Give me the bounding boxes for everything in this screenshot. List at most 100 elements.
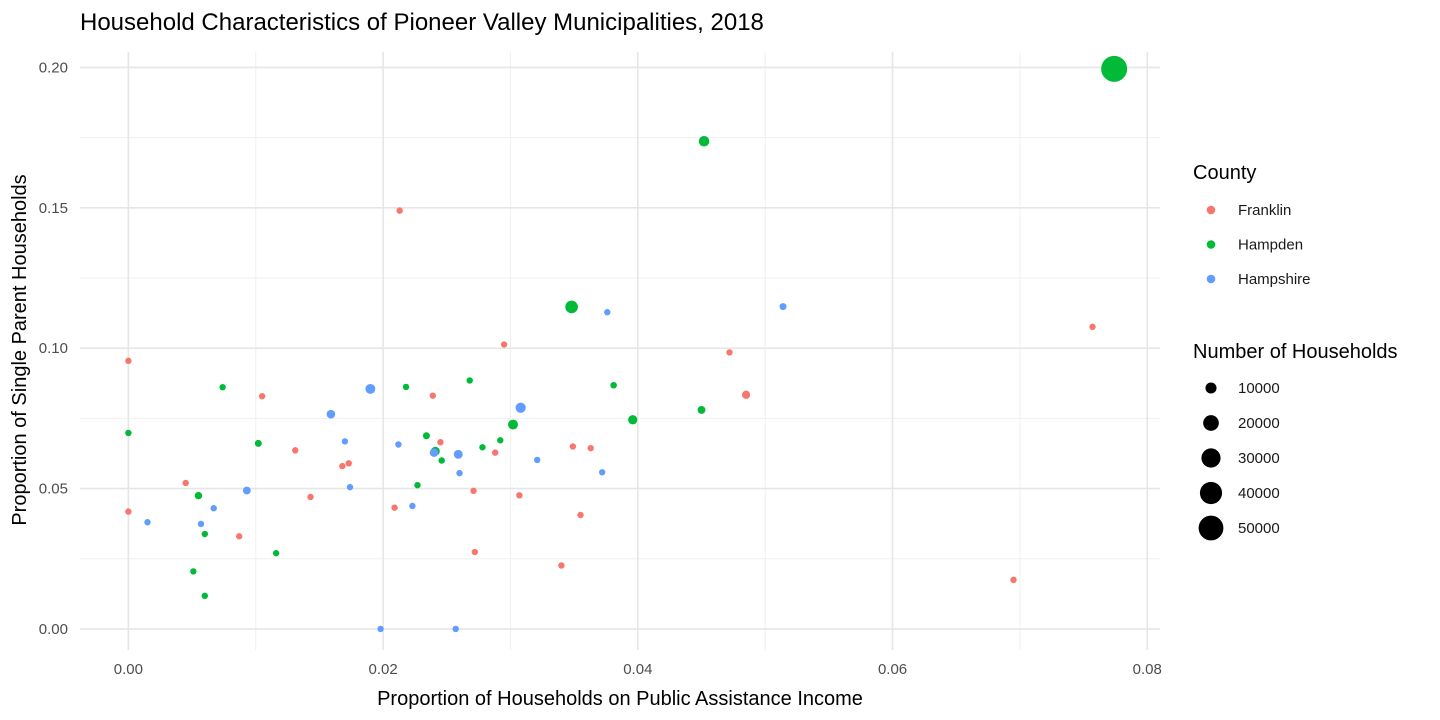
size-legend-label: 30000 — [1238, 450, 1280, 467]
point-hampshire — [341, 438, 349, 445]
point-franklin — [437, 439, 444, 446]
point-hampden — [698, 136, 710, 147]
point-hampden — [508, 419, 518, 430]
legend-key-hampshire — [1206, 274, 1216, 284]
point-hampshire — [210, 505, 217, 512]
point-franklin — [182, 479, 189, 487]
point-franklin — [471, 548, 479, 556]
x-tick-label: 0.04 — [623, 661, 652, 678]
size-legend-label: 10000 — [1238, 380, 1280, 397]
point-hampden — [219, 384, 226, 391]
point-franklin — [258, 393, 266, 400]
point-hampshire — [598, 469, 606, 476]
point-franklin — [577, 511, 584, 519]
point-hampshire — [409, 502, 416, 510]
point-franklin — [429, 392, 436, 399]
point-hampden — [254, 439, 262, 447]
y-tick-label: 0.00 — [39, 621, 68, 638]
point-hampshire — [515, 402, 526, 413]
y-tick-label: 0.15 — [39, 200, 68, 217]
point-hampshire — [144, 519, 151, 526]
y-tick-label: 0.05 — [39, 481, 68, 498]
point-franklin — [1010, 576, 1017, 584]
point-hampden — [610, 381, 617, 389]
legend-key-franklin — [1206, 205, 1216, 215]
size-legend-key — [1198, 515, 1224, 541]
color-legend-title: County — [1193, 162, 1256, 184]
size-legend-key — [1201, 448, 1221, 468]
point-hampden — [479, 444, 486, 451]
point-hampden — [125, 429, 132, 437]
size-legend-title: Number of Households — [1193, 341, 1398, 363]
legend-key-hampden — [1206, 240, 1216, 249]
x-tick-label: 0.00 — [114, 661, 143, 678]
point-hampden — [697, 406, 706, 414]
size-legend-key — [1203, 415, 1219, 431]
point-hampshire — [779, 303, 787, 311]
point-franklin — [307, 493, 314, 501]
point-hampshire — [346, 483, 354, 491]
size-legend: Number of Households 10000 20000 30000 4000… — [1193, 341, 1398, 541]
legend-label-franklin: Franklin — [1238, 202, 1291, 219]
point-hampshire — [452, 625, 459, 633]
point-hampshire — [326, 409, 336, 419]
x-axis-title: Proportion of Households on Public Assis… — [377, 688, 863, 710]
point-franklin — [125, 357, 132, 365]
point-hampden — [628, 415, 638, 425]
point-franklin — [500, 341, 508, 348]
point-franklin — [125, 508, 132, 515]
x-tick-label: 0.06 — [878, 661, 907, 678]
point-franklin — [339, 462, 346, 470]
point-franklin — [516, 492, 523, 499]
point-hampshire — [242, 486, 251, 495]
size-legend-label: 50000 — [1238, 520, 1280, 537]
point-hampshire — [534, 456, 541, 464]
point-franklin — [235, 533, 243, 540]
color-legend: County Franklin Hampden Hampshire — [1193, 162, 1311, 288]
point-hampden — [402, 383, 410, 391]
point-franklin — [741, 390, 751, 399]
point-franklin — [292, 447, 299, 454]
point-franklin — [558, 562, 565, 569]
size-legend-key — [1199, 481, 1223, 505]
point-hampden — [201, 592, 209, 600]
x-tick-label: 0.02 — [369, 661, 398, 678]
point-hampden — [272, 549, 280, 557]
point-hampden — [438, 457, 445, 464]
point-hampden — [190, 568, 197, 575]
y-tick-label: 0.20 — [39, 59, 68, 76]
point-hampshire — [456, 469, 463, 477]
point-hampshire — [429, 448, 439, 457]
point-franklin — [1089, 323, 1096, 331]
point-hampshire — [365, 383, 376, 394]
y-tick-label: 0.10 — [39, 340, 68, 357]
point-franklin — [345, 460, 352, 467]
y-axis-title: Proportion of Single Parent Households — [9, 174, 31, 525]
point-hampden — [194, 491, 203, 500]
point-hampden — [466, 377, 473, 384]
point-hampshire — [395, 441, 402, 448]
point-hampden — [1101, 55, 1128, 82]
point-hampshire — [453, 449, 463, 459]
point-hampden — [422, 432, 430, 440]
point-hampden — [565, 300, 578, 314]
point-franklin — [587, 444, 594, 452]
point-franklin — [726, 349, 733, 356]
point-hampden — [497, 437, 504, 444]
size-legend-label: 40000 — [1238, 485, 1280, 502]
legend-label-hampshire: Hampshire — [1238, 271, 1311, 288]
x-tick-label: 0.08 — [1133, 661, 1162, 678]
point-hampshire — [377, 625, 384, 633]
point-franklin — [470, 487, 477, 495]
point-hampden — [201, 530, 209, 538]
point-franklin — [396, 207, 403, 214]
size-legend-label: 20000 — [1238, 415, 1280, 432]
point-franklin — [569, 443, 577, 450]
point-hampshire — [197, 520, 205, 528]
point-hampden — [414, 481, 421, 489]
point-franklin — [491, 449, 499, 456]
point-franklin — [391, 504, 398, 511]
size-legend-key — [1205, 382, 1217, 394]
legend-label-hampden: Hampden — [1238, 237, 1303, 254]
